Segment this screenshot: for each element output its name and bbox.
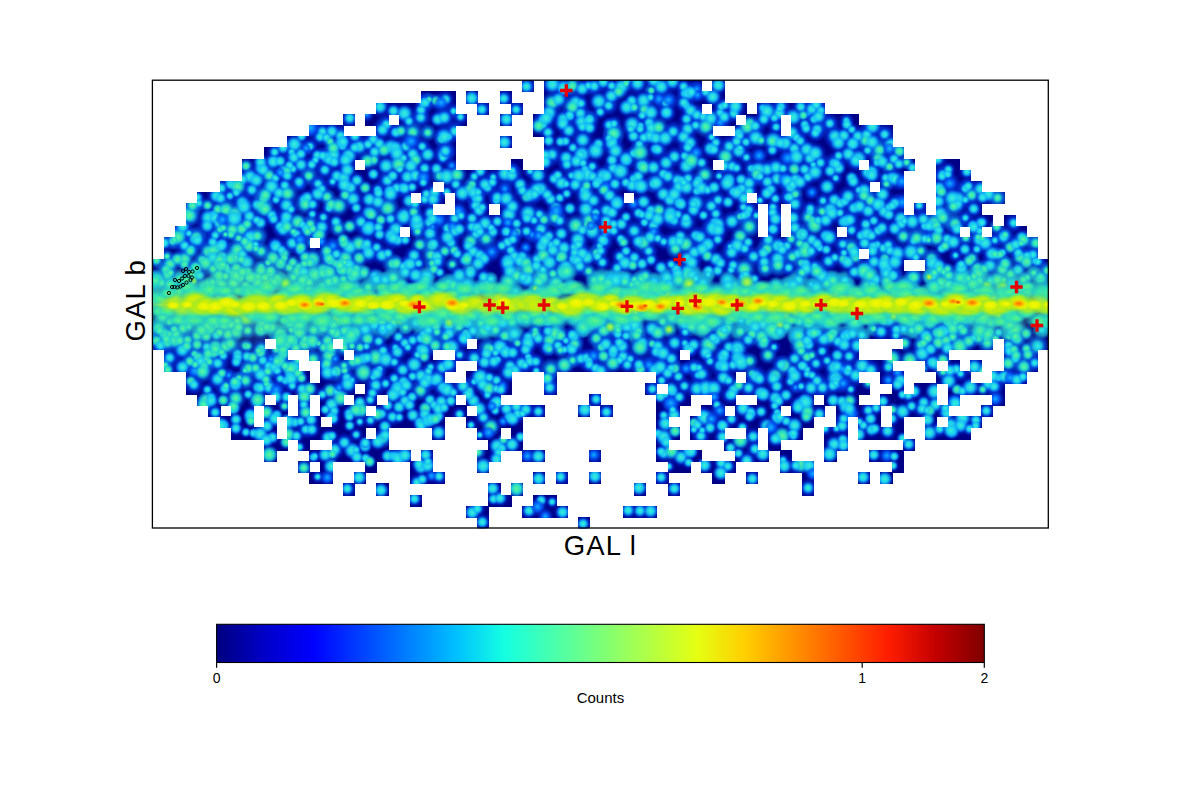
svg-text:Counts: Counts [577,689,625,706]
svg-text:2: 2 [980,670,988,686]
svg-text:1: 1 [858,670,866,686]
svg-text:0: 0 [213,670,221,686]
svg-text:GAL b: GAL b [120,259,151,341]
svg-text:GAL l: GAL l [564,530,637,561]
